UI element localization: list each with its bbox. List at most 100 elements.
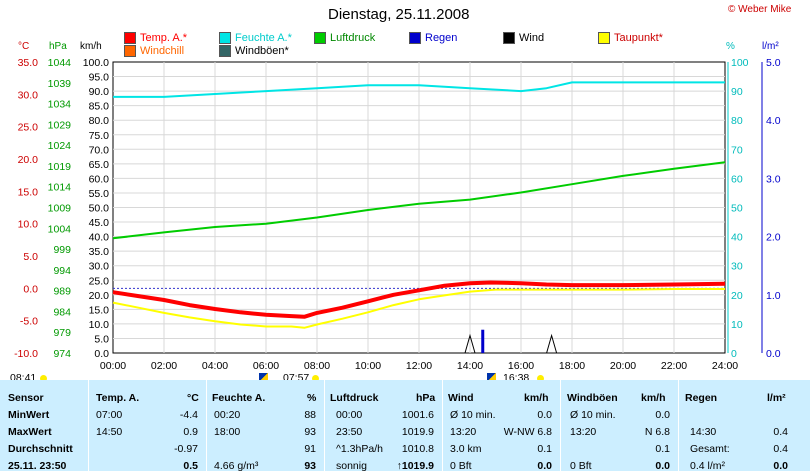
time-tick-label: 06:00 (253, 360, 279, 372)
humidity-time: 4.66 g/m³ (214, 460, 259, 472)
table-divider (88, 380, 89, 471)
wind-tick-label: 85.0 (89, 101, 110, 113)
legend-swatch (124, 32, 136, 44)
rain-value: 0.4 (773, 443, 788, 455)
legend-item-windchill: Windchill (124, 45, 184, 57)
temp-unit: °C (18, 41, 30, 52)
rain-time: Gesamt: (690, 443, 730, 455)
time-tick-label: 02:00 (151, 360, 177, 372)
wind-tick-label: 90.0 (89, 86, 110, 98)
pressure-time: 23:50 (336, 426, 363, 438)
pressure-tick-label: 1004 (48, 223, 72, 235)
copyright: © Weber Mike (728, 4, 792, 15)
temp-tick-label: 30.0 (18, 89, 39, 101)
header-hum: Feuchte A. (212, 392, 266, 404)
legend-label: Windböen* (235, 45, 289, 57)
rain-tick-label: 2.0 (766, 232, 781, 244)
temp-value: 0.5 (183, 460, 198, 472)
rain-unit: l/m² (762, 41, 779, 52)
row-label: 25.11. 23:50 (8, 460, 67, 472)
row-label: MinWert (8, 409, 50, 421)
temp-tick-label: 5.0 (23, 251, 38, 263)
legend-label: Feuchte A.* (235, 32, 292, 44)
rain-value: 0.4 (773, 426, 788, 438)
humidity-tick-label: 90 (731, 86, 743, 98)
wind-time: 3.0 km (450, 443, 482, 455)
wind-tick-label: 20.0 (89, 290, 110, 302)
legend-swatch (219, 45, 231, 57)
grid (112, 61, 726, 354)
humidity-tick-label: 80 (731, 115, 743, 127)
legend-item-pressure: Luftdruck (314, 32, 375, 44)
time-tick-label: 24:00 (712, 360, 738, 372)
time-tick-label: 22:00 (661, 360, 687, 372)
humidity-value: 93 (304, 460, 316, 472)
wind-tick-label: 15.0 (89, 304, 110, 316)
temp-tick-label: 15.0 (18, 186, 39, 198)
wind-tick-label: 80.0 (89, 115, 110, 127)
temp-tick-label: 20.0 (18, 154, 39, 166)
humidity-tick-label: 20 (731, 290, 743, 302)
pressure-tick-label: 1019 (48, 161, 72, 173)
legend-item-humidity: Feuchte A.* (219, 32, 292, 44)
temp-value: 0.9 (183, 426, 198, 438)
pressure-time: ^1.3hPa/h (336, 443, 383, 455)
series-line (113, 81, 725, 98)
weather-chart: 35.0 30.0 25.0 20.0 15.0 10.0 5.0 0.0 -5.0 -10.0 1… (14, 57, 781, 372)
legend-label: Windchill (140, 45, 185, 57)
wind-tick-label: 40.0 (89, 232, 110, 244)
temp-tick-label: -5.0 (20, 316, 38, 328)
series-line (112, 288, 725, 329)
pressure-tick-label: 1029 (48, 119, 72, 131)
humidity-tick-label: 70 (731, 144, 743, 156)
humidity-tick-label: 40 (731, 232, 743, 244)
header-wind: Wind (448, 392, 474, 404)
pressure-tick-label: 984 (53, 306, 71, 318)
gust-time: 0 Bft (570, 460, 592, 472)
pressure-time: sonnig (336, 460, 367, 472)
header-press-unit: hPa (416, 392, 436, 404)
humidity-value: 88 (304, 409, 316, 421)
header-wind-unit: km/h (524, 392, 549, 404)
wind-unit: km/h (80, 41, 102, 52)
header-sensor: Sensor (8, 392, 44, 404)
humidity-tick-label: 100 (731, 57, 749, 69)
wind-tick-label: 30.0 (89, 261, 110, 273)
row-label: MaxWert (8, 426, 52, 438)
series-line (112, 280, 726, 319)
temp-tick-label: 10.0 (18, 219, 39, 231)
wind-spike (546, 333, 558, 354)
sun-icon (40, 375, 47, 382)
legend-item-temp: Temp. A.* (124, 32, 187, 44)
gust-time: Ø 10 min. (570, 409, 616, 421)
rain-tick-label: 3.0 (766, 173, 781, 185)
humidity-tick-label: 10 (731, 319, 743, 331)
rain-tick-label: 4.0 (766, 115, 781, 127)
rain-tick-label: 5.0 (766, 57, 781, 69)
pressure-tick-label: 1039 (48, 78, 72, 90)
header-temp: Temp. A. (96, 392, 140, 404)
gust-value: 0.0 (655, 460, 670, 472)
table-divider (442, 380, 443, 471)
temp-tick-label: 25.0 (18, 122, 39, 134)
pressure-tick-label: 974 (53, 348, 71, 360)
gust-max: N 6.8 (644, 426, 670, 438)
humidity-tick-label: 0 (731, 348, 737, 360)
legend-item-wind: Wind (503, 32, 544, 44)
humidity-time: 18:00 (214, 426, 241, 438)
humidity-tick-label: 30 (731, 261, 743, 273)
row-label: Durchschnitt (8, 443, 73, 455)
pressure-value: 1019.9 (401, 426, 434, 438)
legend-label: Taupunkt* (614, 32, 663, 44)
header-temp-unit: °C (187, 392, 199, 404)
legend-label: Luftdruck (330, 32, 376, 44)
pressure-tick-label: 1024 (48, 140, 72, 152)
wind-value: 0.1 (537, 443, 552, 455)
table-divider (206, 380, 207, 471)
legend-item-rain: Regen (409, 32, 457, 44)
header-gust: Windböen (567, 392, 618, 404)
time-tick-label: 14:00 (457, 360, 483, 372)
sun-icon (537, 375, 544, 382)
pressure-tick-label: 994 (53, 265, 71, 277)
temp-time: 14:50 (96, 426, 123, 438)
